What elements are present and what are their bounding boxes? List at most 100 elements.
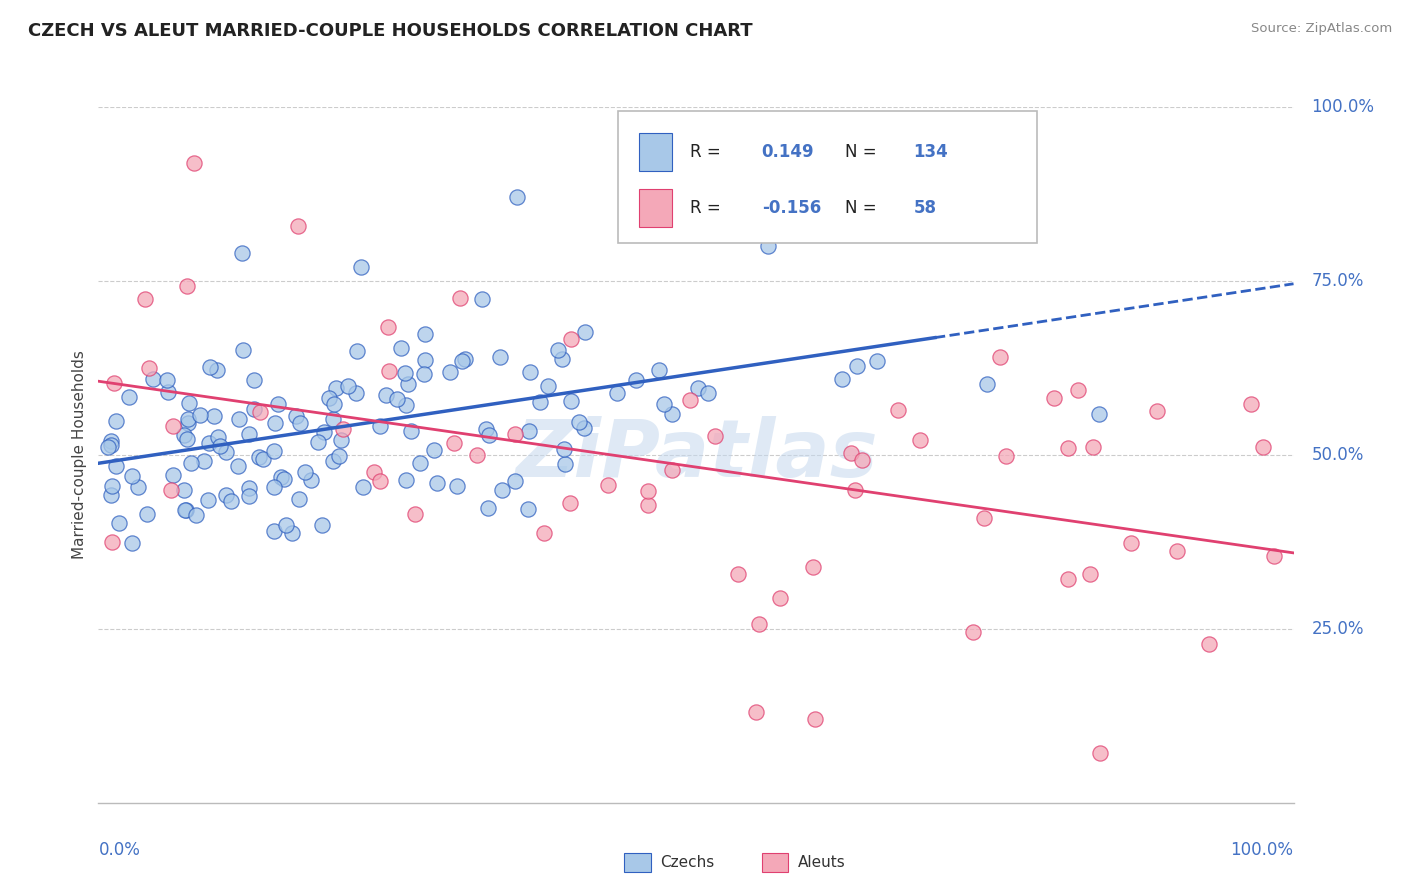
Point bbox=[804, 712, 827, 726]
Point bbox=[100, 438, 122, 452]
Point bbox=[101, 535, 124, 549]
Point bbox=[908, 434, 931, 448]
Point bbox=[314, 425, 336, 439]
Point bbox=[839, 446, 862, 460]
Point bbox=[100, 434, 122, 448]
Point bbox=[478, 427, 501, 442]
Point bbox=[839, 225, 862, 239]
Point bbox=[477, 500, 499, 515]
Point bbox=[1081, 441, 1104, 455]
Point bbox=[745, 706, 768, 720]
Point bbox=[344, 386, 367, 401]
Point bbox=[845, 359, 868, 373]
Point bbox=[332, 422, 354, 436]
Point bbox=[155, 373, 177, 387]
Text: 0.149: 0.149 bbox=[762, 144, 814, 161]
Point bbox=[219, 494, 242, 508]
Point bbox=[176, 503, 198, 517]
Bar bbox=[624, 853, 651, 872]
Point bbox=[350, 260, 373, 274]
Point bbox=[404, 507, 426, 521]
Point bbox=[238, 489, 260, 503]
Point bbox=[572, 421, 595, 435]
Point bbox=[159, 483, 181, 497]
Point bbox=[449, 291, 471, 305]
Point bbox=[121, 469, 143, 483]
Point bbox=[661, 407, 683, 421]
Point bbox=[318, 391, 340, 405]
Text: ZiPatlas: ZiPatlas bbox=[515, 416, 877, 494]
Point bbox=[413, 353, 436, 368]
Point bbox=[696, 386, 718, 401]
Point bbox=[704, 429, 727, 443]
Point bbox=[976, 376, 998, 391]
Point bbox=[412, 367, 434, 381]
Text: CZECH VS ALEUT MARRIED-COUPLE HOUSEHOLDS CORRELATION CHART: CZECH VS ALEUT MARRIED-COUPLE HOUSEHOLDS… bbox=[28, 22, 752, 40]
Point bbox=[547, 343, 569, 358]
Point bbox=[439, 365, 461, 379]
Point bbox=[395, 473, 418, 487]
Point bbox=[273, 472, 295, 486]
Text: 134: 134 bbox=[914, 144, 948, 161]
Text: N =: N = bbox=[845, 144, 882, 161]
Point bbox=[177, 396, 200, 410]
Point bbox=[285, 409, 308, 423]
Point bbox=[311, 518, 333, 533]
Point bbox=[162, 467, 184, 482]
Point bbox=[394, 367, 416, 381]
Point bbox=[517, 501, 540, 516]
Point bbox=[186, 508, 208, 523]
Point bbox=[560, 394, 582, 409]
Point bbox=[553, 442, 575, 456]
Point bbox=[831, 372, 853, 386]
Point bbox=[426, 475, 449, 490]
Point bbox=[231, 246, 253, 260]
Point bbox=[1146, 403, 1168, 417]
Point bbox=[465, 448, 488, 462]
Point bbox=[226, 459, 249, 474]
Point bbox=[173, 503, 195, 517]
Point bbox=[661, 463, 683, 477]
Point bbox=[243, 402, 266, 417]
Point bbox=[198, 360, 221, 375]
Point bbox=[276, 518, 298, 533]
Point bbox=[368, 474, 391, 488]
Point bbox=[1090, 747, 1112, 761]
Point bbox=[395, 398, 418, 412]
Point bbox=[748, 617, 770, 632]
Point bbox=[287, 219, 309, 233]
Point bbox=[389, 341, 412, 355]
Point bbox=[423, 443, 446, 458]
Point bbox=[228, 412, 250, 426]
Point bbox=[801, 559, 824, 574]
Point bbox=[377, 319, 399, 334]
Text: N =: N = bbox=[845, 199, 882, 217]
Point bbox=[205, 363, 228, 377]
Point bbox=[756, 239, 779, 253]
Point bbox=[290, 416, 312, 430]
Point bbox=[647, 363, 669, 377]
Text: -0.156: -0.156 bbox=[762, 199, 821, 217]
Point bbox=[637, 483, 659, 498]
Point bbox=[346, 343, 368, 358]
Point bbox=[769, 591, 792, 606]
Point bbox=[370, 419, 392, 434]
Bar bbox=[762, 853, 787, 872]
Point bbox=[263, 524, 285, 538]
Point bbox=[142, 372, 165, 386]
Text: 100.0%: 100.0% bbox=[1230, 841, 1294, 859]
Point bbox=[973, 511, 995, 525]
Point bbox=[263, 480, 285, 494]
Text: Aleuts: Aleuts bbox=[797, 855, 845, 870]
Point bbox=[232, 343, 254, 357]
Point bbox=[727, 567, 749, 582]
Point bbox=[624, 373, 647, 387]
Text: Czechs: Czechs bbox=[661, 855, 714, 870]
Point bbox=[471, 292, 494, 306]
Point bbox=[162, 418, 184, 433]
Point bbox=[1057, 441, 1080, 455]
Point bbox=[322, 412, 344, 426]
Point bbox=[533, 526, 555, 541]
Point bbox=[100, 488, 122, 502]
Point bbox=[1087, 407, 1109, 421]
